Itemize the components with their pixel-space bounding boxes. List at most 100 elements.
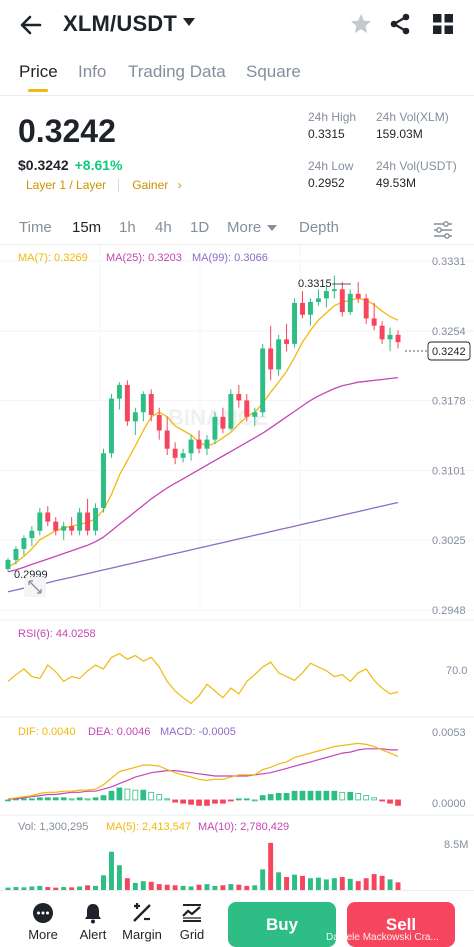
candle-body xyxy=(252,412,258,417)
macd-histogram-bar xyxy=(60,797,67,801)
price-tick-label: 0.3178 xyxy=(432,395,466,407)
volume-ma5-label: MA(5): 2,413,547 xyxy=(106,821,191,833)
tab-trading-data[interactable]: Trading Data xyxy=(128,62,226,81)
vol-xlm-value: 159.03M xyxy=(376,127,423,141)
candle-body xyxy=(347,293,353,313)
candle-body xyxy=(172,448,178,458)
candle xyxy=(45,506,51,527)
macd-histogram-bar xyxy=(180,799,186,804)
pair-title[interactable]: XLM/USDT xyxy=(63,11,178,36)
back-arrow-icon[interactable] xyxy=(18,12,44,38)
candle xyxy=(108,394,114,458)
volume-bar xyxy=(132,882,138,890)
candle-body xyxy=(101,453,106,508)
candle xyxy=(93,503,99,536)
sell-button[interactable]: Sell xyxy=(347,902,455,947)
price-chart[interactable]: BINANCE MA(7): 0.3269 MA(25): 0.3203 MA(… xyxy=(0,245,474,890)
category-tags: Layer 1 / Layer │ Gainer › xyxy=(26,178,188,192)
nav-margin[interactable]: Margin xyxy=(117,901,167,942)
interval-depth[interactable]: Depth xyxy=(299,219,340,236)
macd-histogram-bar xyxy=(259,795,266,801)
macd-histogram-bar xyxy=(379,799,385,802)
macd-dif-label: DIF: 0.0040 xyxy=(18,726,75,738)
tab-price[interactable]: Price xyxy=(19,62,58,81)
candle xyxy=(148,389,154,422)
star-icon[interactable] xyxy=(349,12,373,36)
candle xyxy=(339,281,345,317)
macd-tick-top: 0.0053 xyxy=(432,727,466,739)
volume-bar xyxy=(371,874,377,890)
interval-time[interactable]: Time xyxy=(19,219,52,236)
macd-dea-line xyxy=(8,748,398,800)
tab-info[interactable]: Info xyxy=(78,62,107,81)
volume-bar xyxy=(379,875,385,890)
candle-body xyxy=(395,334,401,343)
candle xyxy=(371,302,377,331)
ma25-line xyxy=(7,376,399,573)
candle xyxy=(355,281,361,303)
active-tab-indicator xyxy=(28,89,48,92)
volume-bar xyxy=(196,884,202,890)
expand-icon[interactable] xyxy=(24,577,46,597)
interval-1h[interactable]: 1h xyxy=(119,219,136,236)
buy-button[interactable]: Buy xyxy=(228,902,336,947)
share-icon[interactable] xyxy=(388,12,412,36)
macd-dif-line xyxy=(7,742,399,800)
low-label: 24h Low xyxy=(308,159,354,173)
macd-histogram-bar xyxy=(339,791,346,801)
price-change: +8.61% xyxy=(74,157,123,173)
macd-tick-bottom: 0.0000 xyxy=(432,798,466,810)
nav-more[interactable]: More xyxy=(18,901,68,942)
candle xyxy=(244,394,250,422)
candle xyxy=(276,334,282,376)
candle-body xyxy=(284,339,290,344)
chart-settings-icon[interactable] xyxy=(432,220,454,240)
vol-xlm-label: 24h Vol(XLM) xyxy=(376,110,449,124)
tag-layer[interactable]: Layer 1 / Layer xyxy=(26,178,107,192)
grid-icon[interactable] xyxy=(432,13,454,35)
tag-gainer[interactable]: Gainer xyxy=(132,178,169,192)
candle xyxy=(307,298,313,326)
candle-body xyxy=(45,512,51,522)
price-tick-label: 0.3254 xyxy=(432,326,466,338)
volume-bar xyxy=(101,875,106,890)
price-tick-label: 0.3025 xyxy=(432,535,466,547)
nav-grid[interactable]: Grid xyxy=(167,901,217,942)
candle xyxy=(347,289,353,315)
ma25-legend: MA(25): 0.3203 xyxy=(106,252,182,264)
nav-alert[interactable]: Alert xyxy=(68,901,118,942)
macd-histogram-bar xyxy=(283,793,290,801)
candle xyxy=(172,442,178,465)
candle-body xyxy=(331,289,337,292)
candle xyxy=(156,407,162,440)
volume-bar xyxy=(148,881,154,890)
candle xyxy=(140,391,146,422)
interval-1d[interactable]: 1D xyxy=(190,219,210,236)
candle-body xyxy=(77,512,83,531)
volume-bar xyxy=(363,878,369,890)
macd-histogram-bar xyxy=(307,790,314,801)
volume-bar xyxy=(268,842,274,890)
candle-body xyxy=(132,412,138,422)
macd-histogram-bar xyxy=(220,799,226,804)
high-marker: 0.3315 xyxy=(298,278,351,290)
nav-margin-label: Margin xyxy=(122,927,162,942)
candle xyxy=(188,435,194,461)
chevron-right-icon[interactable]: › xyxy=(177,178,182,192)
rsi-line xyxy=(7,652,399,705)
macd-histogram-bar xyxy=(76,797,83,801)
interval-more[interactable]: More xyxy=(227,219,278,236)
interval-15m[interactable]: 15m xyxy=(72,219,102,236)
candle-body xyxy=(387,334,393,340)
stats-col-1: 24h High 0.3315 24h Low 0.2952 xyxy=(308,110,356,190)
caret-down-icon[interactable] xyxy=(183,18,195,26)
candle-body xyxy=(307,302,313,315)
high-value: 0.3315 xyxy=(308,127,345,141)
interval-4h[interactable]: 4h xyxy=(155,219,172,236)
tab-square[interactable]: Square xyxy=(246,62,301,81)
volume-bar xyxy=(77,886,83,890)
volume-bar xyxy=(172,885,178,890)
volume-bar xyxy=(315,877,321,890)
candle xyxy=(323,284,329,308)
macd-histogram-bar xyxy=(275,793,282,801)
